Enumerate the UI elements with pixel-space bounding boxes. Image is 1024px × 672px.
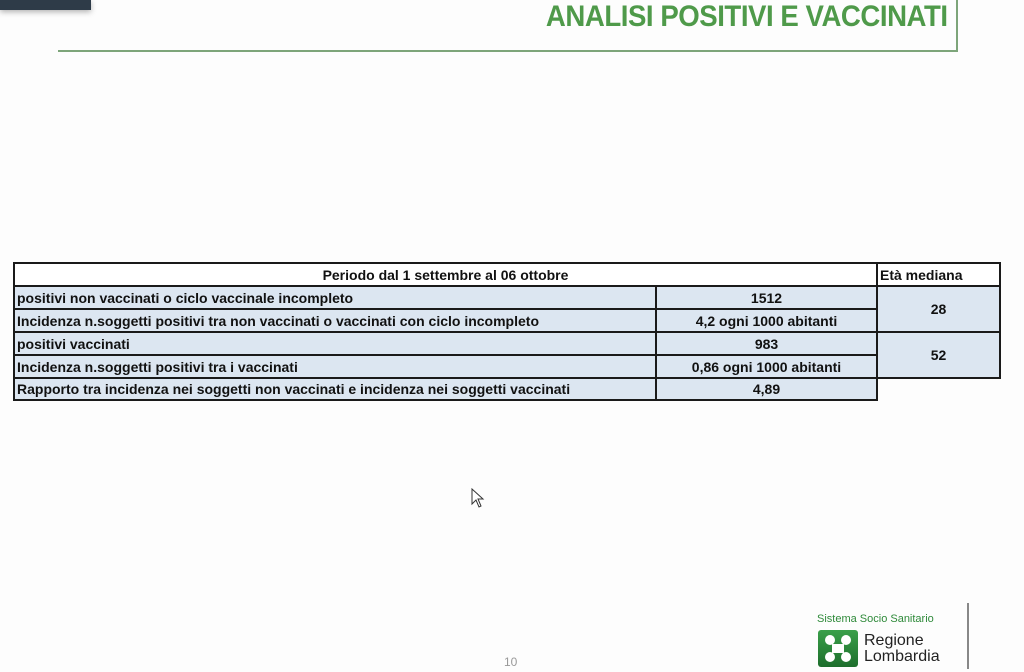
row-label: Rapporto tra incidenza nei soggetti non … bbox=[13, 377, 657, 401]
logo-name-2: Lombardia bbox=[864, 648, 940, 665]
row-label: Incidenza n.soggetti positivi tra i vacc… bbox=[13, 354, 657, 379]
period-header: Periodo dal 1 settembre al 06 ottobre bbox=[13, 262, 878, 287]
row-value: 4,2 ogni 1000 abitanti bbox=[655, 308, 878, 333]
window-bar bbox=[0, 0, 91, 10]
logo-tagline: Sistema Socio Sanitario bbox=[817, 613, 934, 625]
median-age: 52 bbox=[876, 331, 1001, 379]
logo-divider bbox=[967, 603, 969, 669]
median-age: 28 bbox=[876, 285, 1001, 333]
lombardia-rose-icon bbox=[818, 630, 858, 667]
title-divider-vertical bbox=[956, 0, 958, 52]
row-label: positivi non vaccinati o ciclo vaccinale… bbox=[13, 285, 657, 310]
row-value: 983 bbox=[655, 331, 878, 356]
logo-name-1: Regione bbox=[864, 632, 924, 649]
row-label: Incidenza n.soggetti positivi tra non va… bbox=[13, 308, 657, 333]
age-header: Età mediana bbox=[876, 262, 1001, 287]
slide-title: ANALISI POSITIVI E VACCINATI bbox=[546, 0, 948, 33]
row-value: 1512 bbox=[655, 285, 878, 310]
title-divider bbox=[58, 50, 958, 52]
row-label: positivi vaccinati bbox=[13, 331, 657, 356]
row-value: 0,86 ogni 1000 abitanti bbox=[655, 354, 878, 379]
mouse-cursor-icon bbox=[471, 488, 485, 508]
row-value: 4,89 bbox=[655, 377, 878, 401]
page-number: 10 bbox=[504, 655, 518, 669]
